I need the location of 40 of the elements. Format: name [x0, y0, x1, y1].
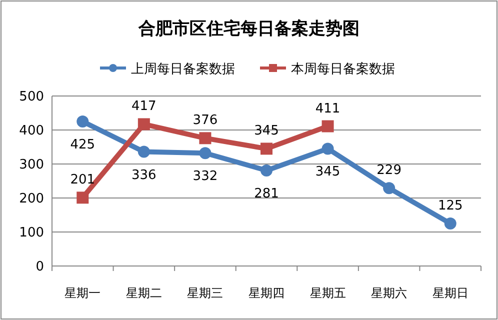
data-label: 332 [192, 169, 218, 184]
x-tick-label: 星期二 [126, 286, 162, 300]
point [383, 182, 396, 194]
point [260, 164, 272, 176]
y-tick-label: 200 [19, 192, 44, 206]
y-tick-label: 300 [19, 158, 44, 172]
y-tick-label: 400 [19, 124, 44, 138]
point [138, 118, 150, 130]
data-label: 376 [192, 113, 218, 128]
data-label: 411 [315, 101, 340, 116]
x-tick-label: 星期一 [64, 286, 101, 300]
point [76, 116, 89, 128]
legend-label: 上周每日备案数据 [131, 61, 235, 77]
y-tick-label: 500 [19, 90, 44, 104]
y-tick-label: 0 [36, 260, 44, 274]
data-label: 125 [438, 198, 463, 214]
point [322, 142, 334, 155]
point [444, 218, 456, 230]
point [322, 120, 334, 132]
data-label: 417 [132, 99, 156, 114]
chart-title: 合肥市区住宅每日备案走势图 [138, 18, 360, 39]
x-tick-label: 星期日 [432, 286, 468, 300]
point [76, 192, 89, 204]
y-tick-label: 100 [19, 226, 44, 240]
data-label: 201 [70, 172, 96, 188]
point [199, 147, 212, 160]
data-label: 336 [132, 168, 156, 183]
point [260, 142, 272, 155]
data-label: 425 [70, 138, 96, 152]
data-label: 281 [254, 186, 279, 202]
point [138, 146, 150, 158]
x-tick-label: 星期四 [248, 286, 284, 300]
data-label: 345 [254, 124, 279, 139]
x-tick-label: 星期五 [310, 286, 346, 300]
data-label: 229 [376, 163, 402, 178]
point [199, 132, 212, 144]
x-tick-label: 星期三 [187, 286, 224, 300]
legend-label: 本周每日备案数据 [291, 61, 395, 77]
data-label: 345 [315, 164, 340, 180]
x-tick-label: 星期六 [371, 286, 408, 300]
